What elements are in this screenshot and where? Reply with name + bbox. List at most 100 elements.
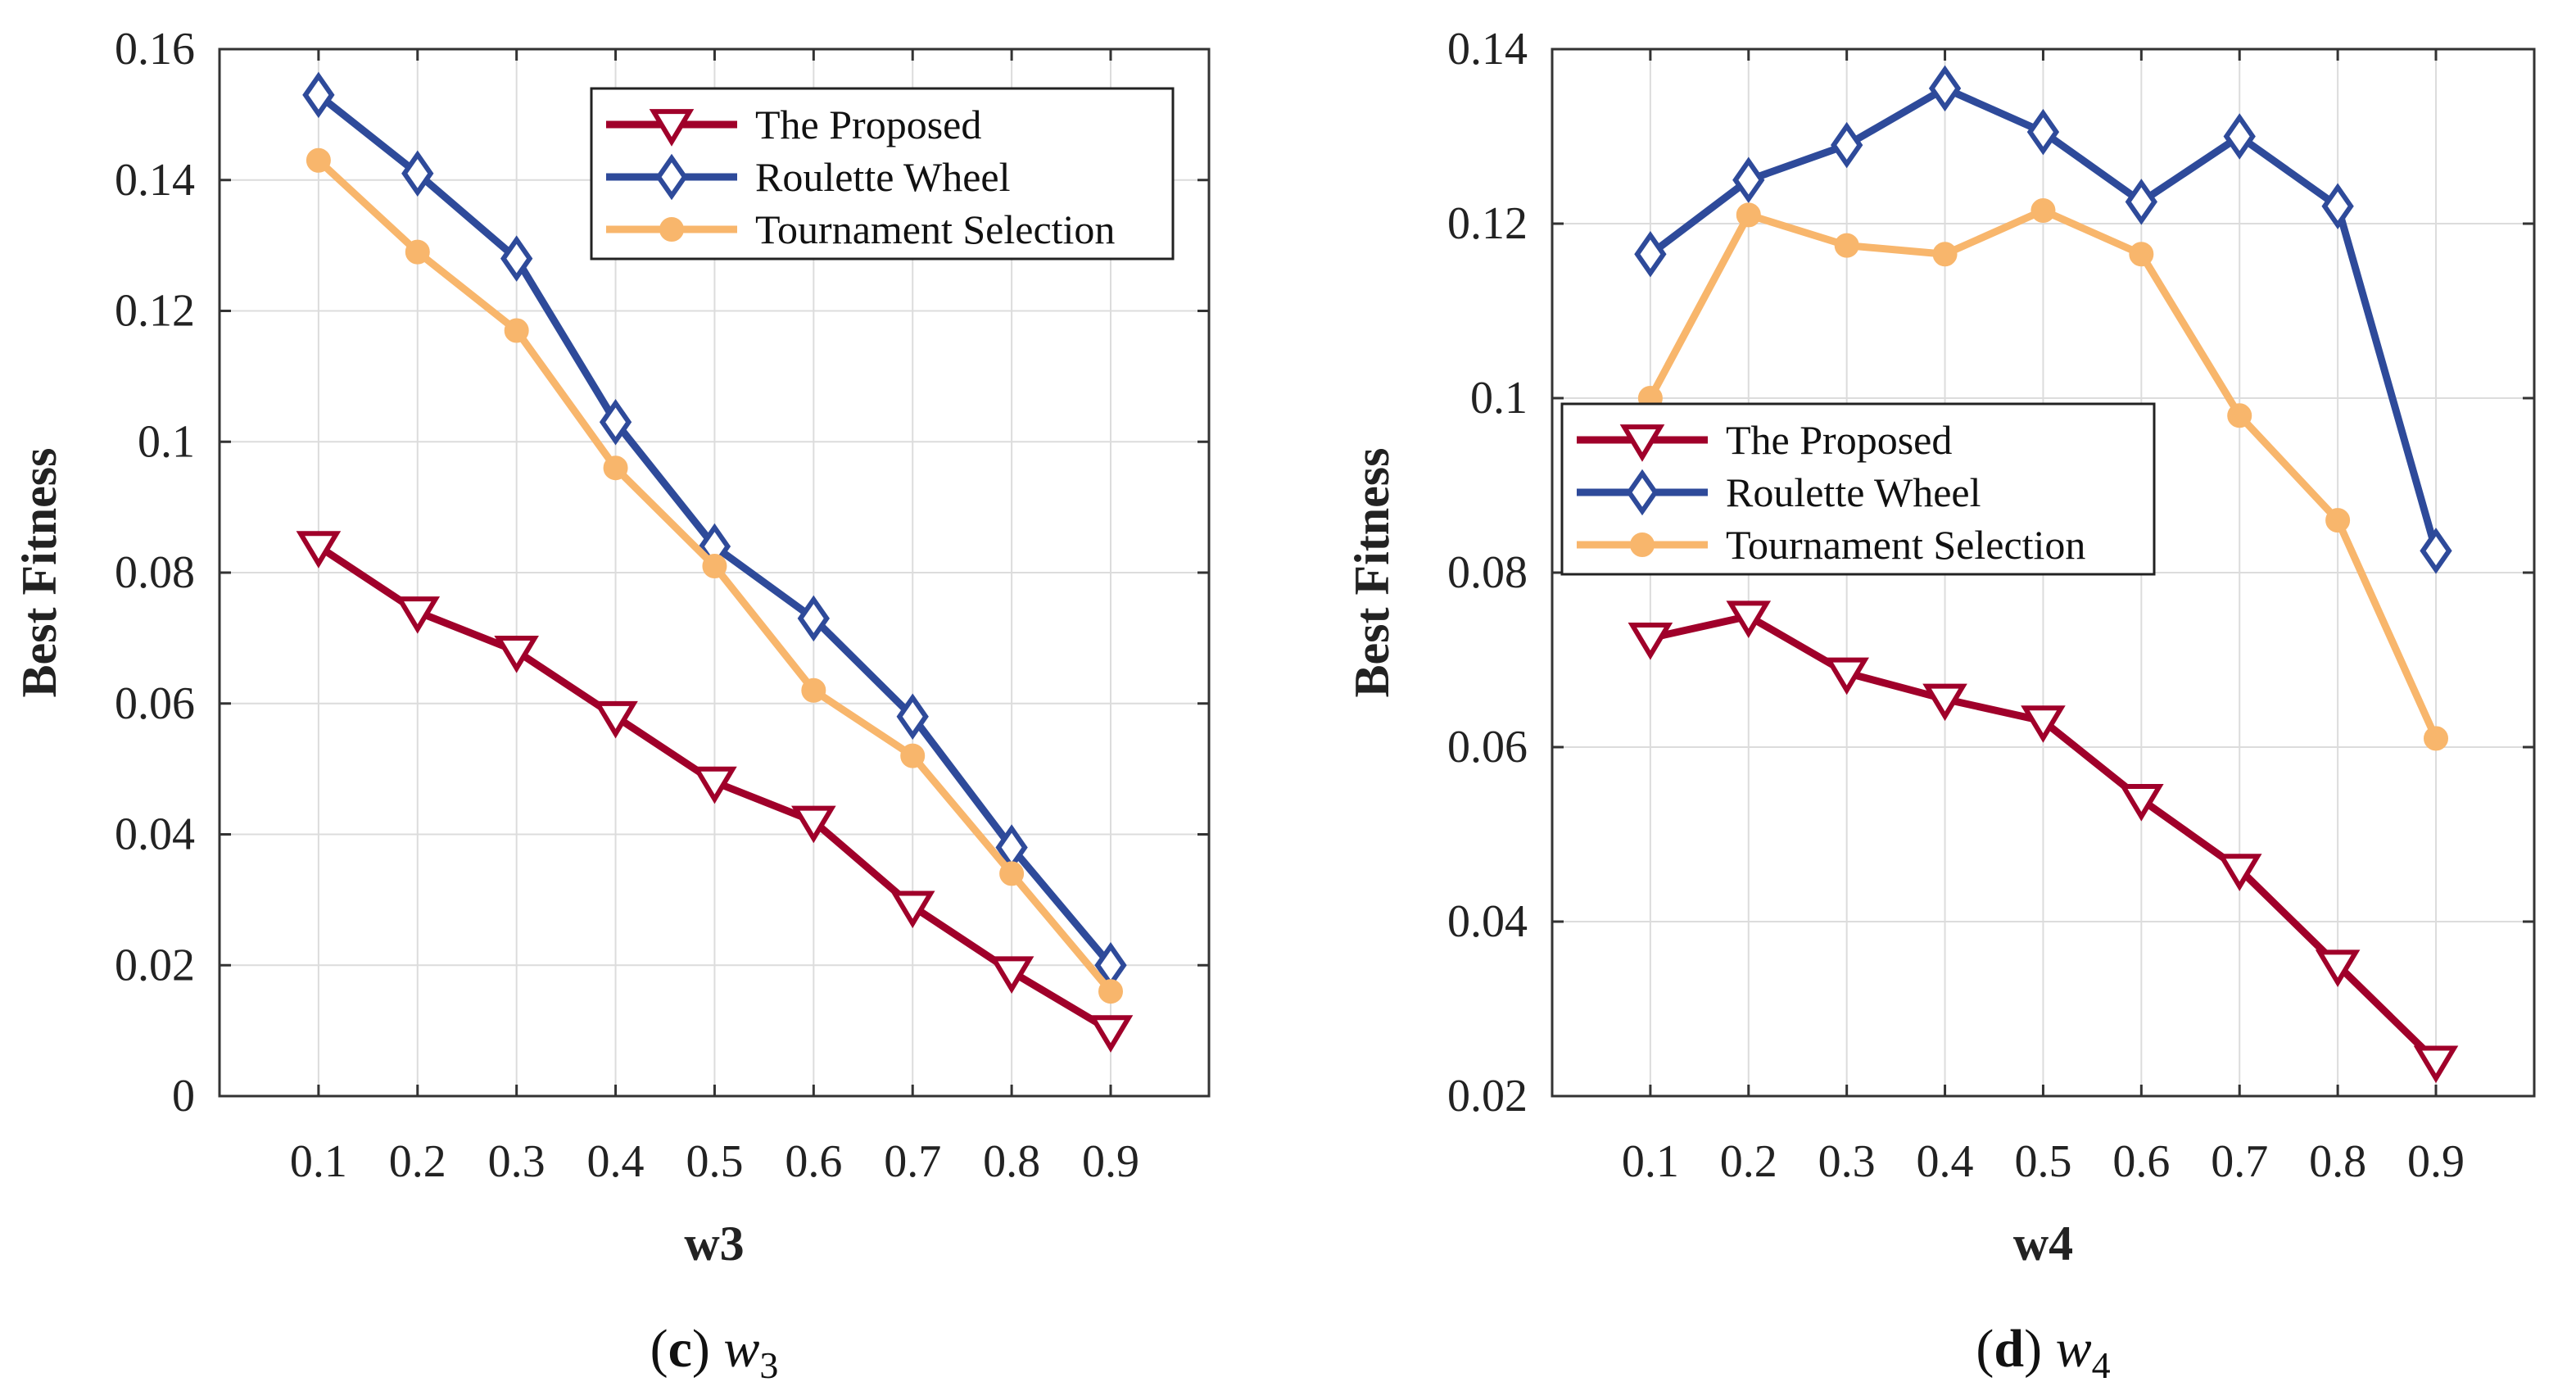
caption-subscript: 4: [2092, 1344, 2111, 1382]
caption-paren-close: ): [692, 1319, 723, 1379]
plot-frame: [218, 48, 1211, 1098]
data-point-tournament-selection: [702, 554, 727, 579]
data-point-roulette-wheel: [302, 71, 335, 119]
legend-swatch-marker: [659, 217, 684, 242]
legend-swatch-marker: [655, 153, 688, 201]
caption-symbol: w: [723, 1319, 759, 1379]
caption-subscript: 3: [759, 1344, 778, 1382]
data-point-tournament-selection: [801, 677, 826, 703]
data-point-tournament-selection: [999, 861, 1025, 886]
y-tick-label: 0.04: [1447, 896, 1528, 947]
data-point-roulette-wheel: [797, 595, 830, 642]
data-point-the-proposed: [989, 956, 1034, 994]
data-point-roulette-wheel: [1634, 231, 1667, 278]
x-tick-label: 0.1: [290, 1136, 347, 1187]
data-point-roulette-wheel: [2026, 108, 2060, 156]
x-tick-label: 0.7: [2211, 1136, 2268, 1187]
data-point-tournament-selection: [2227, 403, 2252, 428]
data-point-tournament-selection: [900, 743, 926, 768]
data-point-tournament-selection: [1736, 202, 1761, 228]
legend-swatch-marker: [1619, 424, 1665, 462]
data-point-the-proposed: [1922, 683, 1967, 722]
x-tick-label: 0.5: [2014, 1136, 2071, 1187]
figure-caption: (d) w4: [1976, 1319, 2110, 1382]
data-point-roulette-wheel: [1928, 65, 1962, 112]
legend-entry: The Proposed: [755, 102, 981, 147]
data-point-tournament-selection: [405, 239, 430, 265]
data-point-the-proposed: [2413, 1045, 2459, 1084]
y-tick-label: 0.02: [115, 940, 195, 990]
y-tick-label: 0.04: [115, 809, 195, 860]
y-tick-label: 0.14: [1447, 24, 1528, 75]
data-point-tournament-selection: [2129, 242, 2154, 267]
data-point-roulette-wheel: [1831, 121, 1863, 169]
y-tick-label: 0: [172, 1071, 195, 1121]
legend-swatch-marker: [1626, 469, 1659, 516]
y-tick-label: 0.08: [115, 547, 195, 598]
legend-entry: Tournament Selection: [755, 206, 1115, 252]
x-tick-label: 0.9: [1082, 1136, 1139, 1187]
data-point-the-proposed: [2119, 784, 2164, 822]
chart-panel-c: 0.1 0.2 0.3 0.4 0.5 0.6 0.7 0.8 0.9 0 0.02 0.04 0.06…: [12, 24, 1211, 1382]
data-point-tournament-selection: [1098, 979, 1123, 1004]
y-tick-label: 0.06: [115, 678, 195, 729]
data-point-tournament-selection: [2030, 198, 2056, 224]
legend-swatch-marker: [649, 109, 695, 147]
data-point-roulette-wheel: [896, 693, 929, 740]
data-point-the-proposed: [1628, 623, 1673, 660]
y-tick-label: 0.12: [115, 286, 195, 337]
data-point-the-proposed: [296, 531, 342, 569]
x-axis-label: w3: [684, 1217, 744, 1271]
data-point-the-proposed: [1088, 1015, 1134, 1053]
x-axis-label: w4: [2013, 1217, 2073, 1271]
figure-caption: (c) w3: [650, 1319, 779, 1382]
y-tick-label: 0.14: [115, 155, 195, 206]
data-point-the-proposed: [2315, 949, 2361, 987]
x-tick-label: 0.3: [488, 1136, 546, 1187]
y-tick-label: 0.16: [115, 24, 195, 75]
data-point-tournament-selection: [2325, 508, 2351, 533]
data-point-roulette-wheel: [2420, 528, 2452, 574]
caption-letter: d: [1994, 1319, 2024, 1379]
data-point-the-proposed: [593, 700, 638, 739]
data-point-roulette-wheel: [599, 399, 632, 446]
chart-panel-d: 0.1 0.2 0.3 0.4 0.5 0.6 0.7 0.8 0.9 0.02 0.04 0.06 0…: [1345, 24, 2536, 1382]
caption-paren-open: (: [650, 1319, 668, 1379]
data-point-tournament-selection: [1834, 233, 1859, 258]
x-tick-label: 0.4: [1917, 1136, 1974, 1187]
legend-entry: Roulette Wheel: [1726, 469, 1981, 515]
data-point-roulette-wheel: [2223, 113, 2256, 160]
data-point-tournament-selection: [603, 455, 628, 481]
data-point-the-proposed: [1726, 600, 1772, 638]
caption-paren-close: ): [2024, 1319, 2055, 1379]
x-tick-label: 0.1: [1622, 1136, 1679, 1187]
legend-entry: Roulette Wheel: [755, 154, 1010, 200]
data-point-tournament-selection: [306, 147, 331, 173]
caption-letter: c: [668, 1319, 692, 1379]
x-tick-label: 0.6: [785, 1136, 842, 1187]
data-point-roulette-wheel: [2125, 179, 2157, 225]
legend-entry: Tournament Selection: [1726, 522, 2085, 568]
caption-paren-open: (: [1976, 1319, 1994, 1379]
data-point-roulette-wheel: [500, 235, 533, 282]
data-point-the-proposed: [2216, 854, 2262, 891]
data-point-tournament-selection: [2424, 726, 2448, 751]
x-tick-label: 0.6: [2112, 1136, 2170, 1187]
x-tick-label: 0.2: [389, 1136, 446, 1187]
x-tick-label: 0.8: [983, 1136, 1040, 1187]
data-point-the-proposed: [494, 636, 539, 673]
x-tick-label: 0.7: [884, 1136, 941, 1187]
data-point-tournament-selection: [504, 318, 529, 343]
legend-entry: The Proposed: [1726, 417, 1952, 463]
data-point-tournament-selection: [1932, 242, 1958, 267]
x-tick-label: 0.2: [1720, 1136, 1777, 1187]
x-tick-label: 0.3: [1818, 1136, 1876, 1187]
data-point-the-proposed: [1824, 657, 1869, 696]
x-tick-label: 0.5: [686, 1136, 743, 1187]
x-tick-label: 0.9: [2407, 1136, 2465, 1187]
data-point-the-proposed: [395, 596, 441, 634]
data-point-roulette-wheel: [401, 150, 434, 197]
x-tick-label: 0.8: [2309, 1136, 2366, 1187]
y-tick-label: 0.12: [1447, 198, 1528, 249]
